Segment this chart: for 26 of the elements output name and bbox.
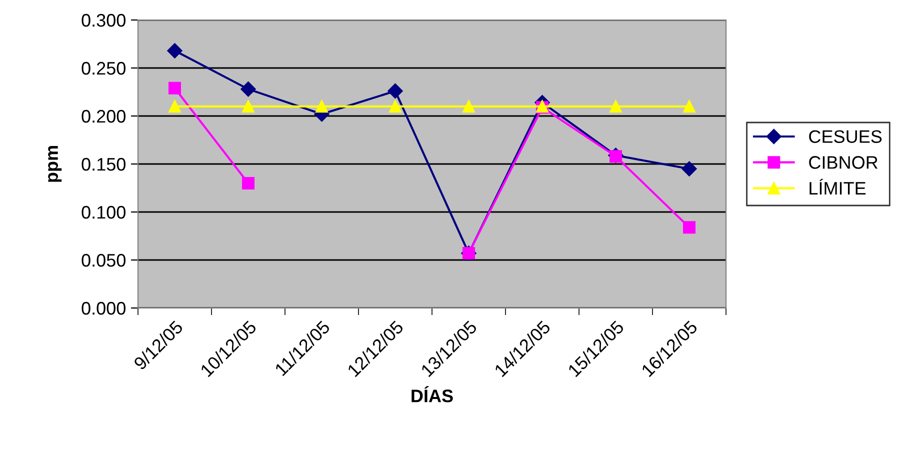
y-tick-label: 0.050 xyxy=(82,254,126,267)
point xyxy=(683,221,696,234)
legend-label: CESUES xyxy=(809,130,882,143)
point xyxy=(462,100,475,113)
y-tick-label: 0.250 xyxy=(82,62,126,75)
y-tick-label: 0.100 xyxy=(82,206,126,219)
y-tick-label: 0.150 xyxy=(82,158,126,171)
x-axis-title: DÍAS xyxy=(412,386,453,402)
point xyxy=(610,100,622,113)
y-tick-label: 0.200 xyxy=(82,110,126,123)
y-tick-label: 0.300 xyxy=(82,14,126,27)
point xyxy=(388,83,403,99)
legend-label: CIBNOR xyxy=(809,156,878,169)
point xyxy=(242,176,254,190)
point xyxy=(240,82,256,97)
point xyxy=(316,100,328,113)
point xyxy=(683,100,696,113)
y-tick-label: 0.000 xyxy=(82,302,126,315)
point xyxy=(242,100,254,113)
point xyxy=(167,43,182,58)
point xyxy=(682,161,697,176)
legend-label: LÍMITE xyxy=(810,178,866,195)
y-axis-title: ppm xyxy=(48,146,62,182)
point xyxy=(168,100,181,113)
point xyxy=(389,100,402,113)
point xyxy=(168,82,181,94)
